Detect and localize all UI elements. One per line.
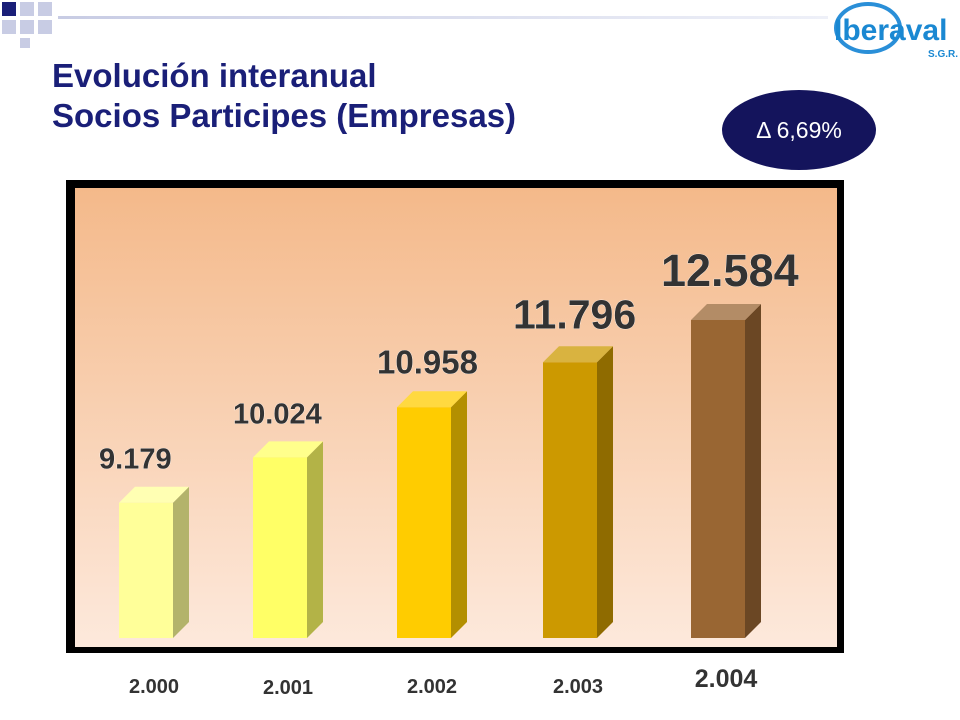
bar-front [397,407,451,638]
bar-side [307,441,323,638]
page-title: Evolución interanual Socios Participes (… [52,56,516,136]
bar-top [543,346,613,363]
bar-front [253,457,307,638]
bar-front [691,320,745,638]
bar-side [173,486,189,638]
bar-side [745,304,761,638]
bar-2003 [543,346,613,638]
bar-2001 [253,441,323,638]
bar-side [451,391,467,638]
bar-front [543,362,597,638]
value-label-2000: 9.179 [99,444,172,476]
value-label-2002: 10.958 [377,343,478,380]
category-label-2001: 2.001 [263,677,313,699]
bar-2004 [691,304,761,638]
value-label-2004: 12.584 [661,245,799,296]
logo-wordmark: Iberaval [834,14,947,47]
iberaval-logo: Iberaval S.G.R. [834,2,958,60]
bar-top [119,486,189,503]
delta-growth-label: Δ 6,69% [756,116,842,143]
category-label-2004: 2.004 [695,665,758,693]
decorative-header-line [58,16,828,19]
value-label-2001: 10.024 [233,398,322,430]
category-label-2000: 2.000 [129,676,179,698]
bar-side [597,346,613,638]
bar-top [397,391,467,408]
title-line-1: Evolución interanual [52,57,377,94]
bar-top [691,304,761,320]
bar-2002 [397,391,467,638]
delta-growth-badge: Δ 6,69% [722,90,876,170]
title-line-2: Socios Participes (Empresas) [52,97,517,134]
bar-2000 [119,486,189,638]
decorative-squares [2,2,52,48]
value-label-2003: 11.796 [513,291,636,337]
logo-subtitle: S.G.R. [928,49,958,60]
category-label-2002: 2.002 [407,676,457,698]
category-label-2003: 2.003 [553,676,603,698]
bar-top [253,441,323,458]
bar-front [119,502,173,638]
